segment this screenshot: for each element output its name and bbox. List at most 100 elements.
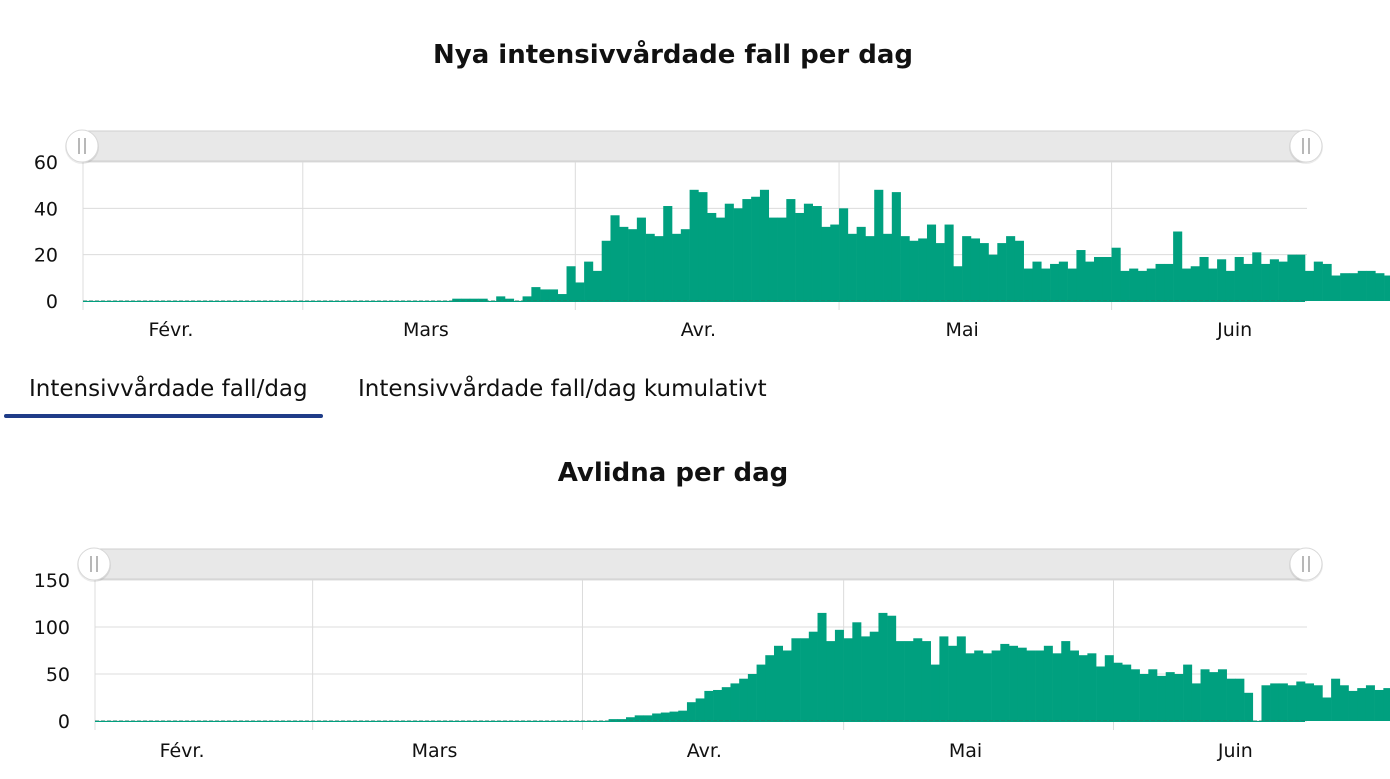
bar — [672, 233, 682, 301]
bar — [461, 298, 471, 301]
bar — [531, 287, 541, 301]
bar — [557, 294, 567, 301]
bar — [926, 224, 937, 301]
chart-title-deaths: Avlidna per dag — [557, 458, 789, 488]
bar — [1296, 681, 1306, 721]
bar — [956, 636, 966, 721]
bar — [1261, 263, 1271, 301]
bar — [830, 224, 840, 301]
bar — [1348, 690, 1358, 721]
bar — [935, 243, 945, 301]
bar — [698, 192, 708, 301]
range-handle-left[interactable] — [65, 129, 99, 164]
bar — [1366, 270, 1376, 301]
bar — [1157, 675, 1167, 721]
bar — [795, 212, 805, 301]
bar — [608, 719, 618, 721]
bar — [721, 687, 731, 721]
icu-per-day-chart: 0 20 40 60 Févr. Mars Avr. Mai Juin — [34, 129, 1390, 341]
bar — [1357, 688, 1367, 721]
bar — [1058, 261, 1068, 301]
range-handle-right[interactable] — [1289, 547, 1323, 582]
bar — [663, 206, 673, 301]
bar — [1190, 266, 1200, 301]
bar — [1278, 261, 1288, 301]
bar — [1000, 643, 1010, 721]
bar — [724, 203, 734, 301]
bar — [1078, 655, 1088, 721]
bar — [1006, 236, 1016, 301]
bar — [808, 631, 818, 721]
bar — [548, 289, 559, 301]
bar — [812, 206, 822, 301]
bar — [1348, 273, 1359, 301]
bar — [469, 298, 479, 301]
bar — [695, 698, 705, 721]
bar — [1340, 273, 1350, 301]
bar — [733, 208, 743, 301]
bar — [680, 229, 690, 301]
bar — [504, 298, 515, 301]
bar — [1102, 256, 1112, 301]
x-tick-label: Juin — [1216, 319, 1252, 341]
y-tick-label: 150 — [34, 570, 70, 592]
bar — [1287, 685, 1297, 721]
bar — [478, 298, 488, 301]
chart-title-icu: Nya intensivvårdade fall per dag — [432, 40, 914, 70]
bar — [991, 650, 1001, 721]
y-tick-label: 60 — [34, 152, 58, 174]
bar — [768, 217, 778, 301]
x-tick-label: Avr. — [681, 319, 716, 341]
bar — [1183, 664, 1193, 721]
bar — [742, 199, 752, 301]
bar — [686, 702, 696, 721]
bar — [1305, 683, 1315, 721]
bar — [874, 189, 884, 301]
range-handle-right[interactable] — [1289, 129, 1323, 164]
bar — [636, 217, 646, 301]
bar — [1130, 669, 1140, 721]
bar — [1235, 678, 1245, 721]
bar — [856, 226, 866, 301]
bar — [965, 653, 975, 721]
bar — [1087, 653, 1097, 721]
bar — [1296, 254, 1306, 301]
bar — [1208, 268, 1218, 301]
range-scrollbar-track — [81, 130, 1307, 162]
bar — [1331, 678, 1341, 721]
bar — [1023, 268, 1033, 301]
bar — [930, 664, 940, 721]
bar — [939, 636, 949, 721]
bar — [1129, 268, 1139, 301]
bar — [747, 674, 757, 721]
bar — [1305, 270, 1315, 301]
bar — [948, 645, 958, 721]
tab-icu-cumulative[interactable]: Intensivvårdade fall/dag kumulativt — [358, 376, 767, 402]
bar — [669, 711, 679, 721]
bar — [1139, 674, 1149, 721]
bar — [522, 296, 532, 301]
bars — [608, 612, 1390, 721]
bar — [1287, 254, 1297, 301]
bar — [592, 270, 602, 301]
bar — [1383, 688, 1390, 721]
bar — [904, 641, 914, 721]
bar — [878, 612, 888, 721]
bar — [1209, 672, 1219, 721]
bar — [619, 226, 629, 301]
bar — [909, 240, 919, 301]
bar — [575, 282, 585, 301]
x-tick-label: Mai — [949, 740, 982, 762]
bar — [865, 236, 875, 301]
bar — [1104, 655, 1114, 721]
x-tick-label: Juin — [1217, 740, 1253, 762]
range-handle-left[interactable] — [77, 547, 111, 582]
bar — [773, 645, 783, 721]
bar — [1375, 273, 1385, 301]
tab-icu-per-day[interactable]: Intensivvårdade fall/dag — [29, 376, 308, 402]
bar — [1165, 672, 1175, 721]
bar — [1164, 263, 1174, 301]
bar — [1041, 268, 1051, 301]
x-tick-label: Mars — [412, 740, 458, 762]
bar — [1217, 669, 1227, 721]
